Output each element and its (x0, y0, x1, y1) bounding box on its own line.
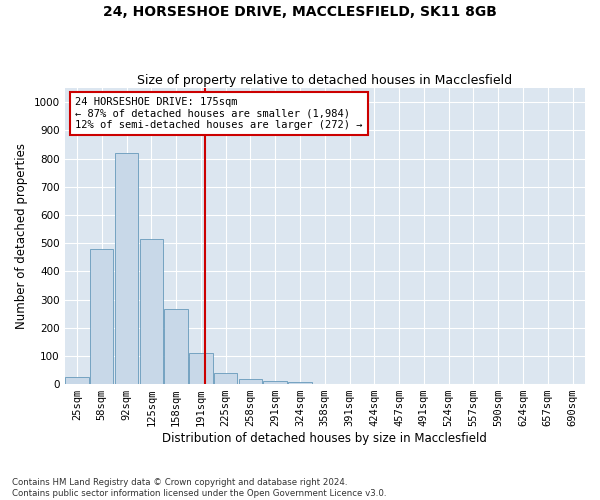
Bar (140, 239, 163, 384)
Bar (115, 153, 138, 384)
Text: Contains HM Land Registry data © Crown copyright and database right 2024.
Contai: Contains HM Land Registry data © Crown c… (12, 478, 386, 498)
Title: Size of property relative to detached houses in Macclesfield: Size of property relative to detached ho… (137, 74, 512, 87)
Bar (90, 249, 113, 384)
Text: 24, HORSESHOE DRIVE, MACCLESFIELD, SK11 8GB: 24, HORSESHOE DRIVE, MACCLESFIELD, SK11 … (103, 5, 497, 19)
Text: 24 HORSESHOE DRIVE: 175sqm
← 87% of detached houses are smaller (1,984)
12% of s: 24 HORSESHOE DRIVE: 175sqm ← 87% of deta… (75, 97, 362, 130)
Y-axis label: Number of detached properties: Number of detached properties (15, 143, 28, 329)
Bar (288, 382, 312, 384)
Bar (189, 353, 212, 384)
Bar (214, 374, 238, 384)
X-axis label: Distribution of detached houses by size in Macclesfield: Distribution of detached houses by size … (163, 432, 487, 445)
Bar (65, 377, 89, 384)
Bar (239, 379, 262, 384)
Bar (263, 382, 287, 384)
Bar (164, 310, 188, 384)
